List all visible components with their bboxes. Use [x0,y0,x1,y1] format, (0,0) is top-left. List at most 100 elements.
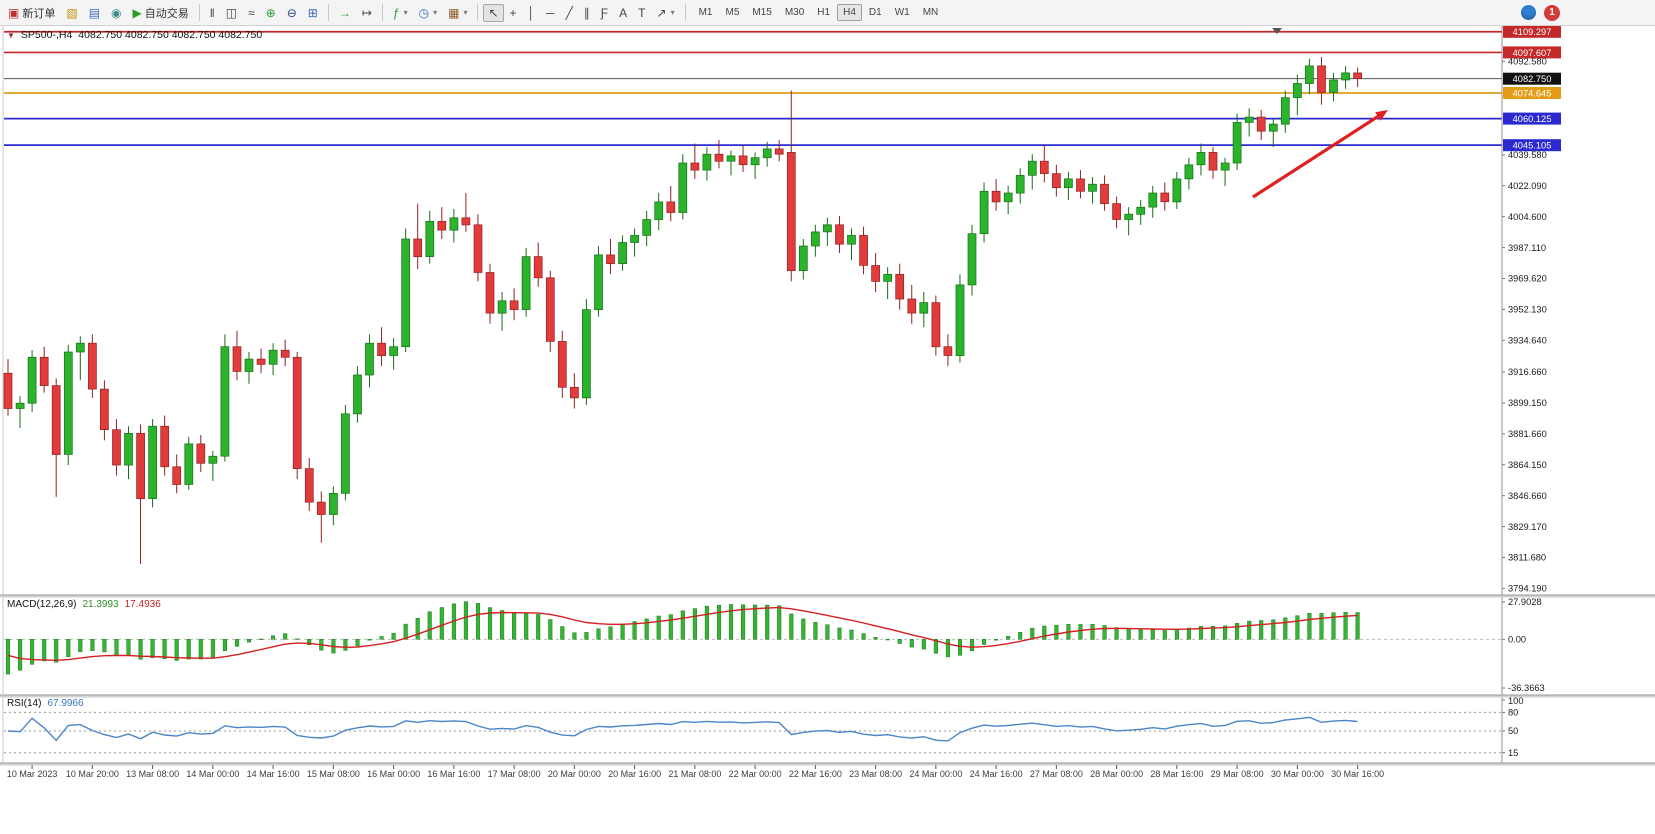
timeframe-button-m1[interactable]: M1 [698,7,713,18]
timeframe-group: M1 M5 M15 M30 H1 H4 D1 W1 MN [693,4,945,21]
svg-text:28 Mar 16:00: 28 Mar 16:00 [1150,769,1203,779]
fibonacci-icon: Ƒ [600,5,609,20]
equidistant-channel-icon: ∥ [583,5,590,20]
toolbar-separator [381,4,383,21]
toolbar-separator [198,4,200,21]
svg-text:0.00: 0.00 [1508,635,1526,645]
crosshair-tool-button[interactable]: + [505,4,522,22]
indicator-list-collapse-icon[interactable]: ▼ [7,30,15,40]
timeframe-button-h4[interactable]: H4 [837,4,862,21]
text-tool-button[interactable]: A [614,4,632,22]
rsi-value: 67.9966 [47,698,84,709]
zoom-out-button[interactable]: ⊖ [282,4,302,22]
timeframe-button-mn[interactable]: MN [922,7,939,18]
bar-chart-button[interactable]: ‖ [205,4,220,22]
svg-text:29 Mar 08:00: 29 Mar 08:00 [1211,769,1264,779]
macd-panel: 27.9028 0.00 -36.3663 [4,597,1545,693]
svg-text:3969.620: 3969.620 [1508,274,1547,284]
svg-text:4060.125: 4060.125 [1513,114,1552,124]
svg-text:4082.750: 4082.750 [1513,74,1552,84]
arrow-objects-button[interactable]: ↗ ▾ [652,4,680,22]
autotrading-button[interactable]: ▶ 自动交易 [128,2,194,24]
vertical-line-tool-button[interactable]: │ [523,4,541,22]
time-axis: 10 Mar 2023 10 Mar 20:00 13 Mar 08:00 14 Ma… [7,765,1384,779]
arrow-objects-icon: ↗ [656,5,667,20]
profile-button[interactable]: ▧ [61,4,82,22]
vertical-line-icon: │ [527,5,536,20]
svg-text:16 Mar 16:00: 16 Mar 16:00 [427,769,480,779]
profile-icon: ▧ [66,5,78,20]
fibonacci-tool-button[interactable]: Ƒ [596,4,613,22]
svg-text:4045.105: 4045.105 [1513,141,1552,151]
trend-arrow-annotation[interactable] [1252,110,1388,199]
timeframe-button-m30[interactable]: M30 [784,7,805,18]
trendline-tool-button[interactable]: ╱ [561,4,578,22]
svg-text:3899.150: 3899.150 [1508,398,1547,408]
svg-text:4022.090: 4022.090 [1508,181,1547,191]
line-chart-button[interactable]: ≈ [243,4,260,22]
tile-windows-button[interactable]: ⊞ [303,4,323,22]
svg-text:3934.640: 3934.640 [1508,335,1547,345]
svg-text:21 Mar 08:00: 21 Mar 08:00 [668,769,721,779]
svg-text:3829.170: 3829.170 [1508,522,1547,532]
periods-clock-icon: ◷ [418,5,430,20]
price-axis: 4092.580 4039.580 4022.090 4004.600 3987.110… [1501,25,1561,763]
new-order-button[interactable]: ▣ 新订单 [3,2,60,24]
macd-name-text: MACD(12,26,9) [7,599,77,610]
price-level-label: 4060.125 [1503,112,1561,125]
toolbar-separator [327,4,329,21]
svg-text:4039.580: 4039.580 [1508,150,1547,160]
chart-shift-button[interactable]: ↦ [357,4,377,22]
svg-text:3811.680: 3811.680 [1508,553,1546,563]
timeframe-button-m5[interactable]: M5 [725,7,740,18]
new-order-icon: ▣ [8,5,20,20]
price-level-label: 4097.607 [1503,46,1561,59]
text-icon: A [619,5,628,20]
candlestick-chart-button[interactable]: ◫ [221,4,242,22]
svg-text:3864.150: 3864.150 [1508,460,1547,470]
periods-button[interactable]: ◷ ▾ [414,4,443,22]
svg-text:24 Mar 16:00: 24 Mar 16:00 [970,769,1023,779]
zoom-in-button[interactable]: ⊕ [261,4,281,22]
timeframe-button-m15[interactable]: M15 [752,7,772,18]
timeframe-button-h1[interactable]: H1 [817,7,831,18]
zoom-out-icon: ⊖ [286,5,297,20]
chevron-down-icon: ▾ [463,8,468,17]
navigator-button[interactable]: ◉ [106,4,126,22]
svg-text:16 Mar 00:00: 16 Mar 00:00 [367,769,420,779]
svg-text:27.9028: 27.9028 [1508,597,1542,607]
svg-text:15: 15 [1508,748,1518,758]
timeframe-button-d1[interactable]: D1 [868,7,882,18]
channel-tool-button[interactable]: ∥ [579,4,595,22]
toolbar-right-group: 1 [1521,4,1560,21]
svg-text:4074.645: 4074.645 [1513,88,1552,98]
auto-scroll-button[interactable]: → [334,4,356,22]
market-watch-button[interactable]: ▤ [84,4,105,22]
rsi-name-text: RSI(14) [7,698,42,709]
svg-text:24 Mar 00:00: 24 Mar 00:00 [909,769,962,779]
timeframe-button-w1[interactable]: W1 [894,7,910,18]
svg-text:3846.660: 3846.660 [1508,491,1547,501]
chevron-down-icon: ▾ [670,8,675,17]
bar-chart-icon: ‖ [209,5,215,20]
svg-text:20 Mar 16:00: 20 Mar 16:00 [608,769,661,779]
svg-text:3952.130: 3952.130 [1508,305,1547,315]
svg-text:14 Mar 00:00: 14 Mar 00:00 [186,769,239,779]
horizontal-line-icon: ─ [546,5,555,20]
new-order-label: 新订单 [22,7,56,20]
notifications-badge[interactable]: 1 [1544,4,1560,21]
indicators-button[interactable]: ƒ ▾ [388,4,413,22]
macd-main-value: 21.3993 [82,599,119,610]
macd-signal-value: 17.4936 [124,599,161,610]
cursor-tool-button[interactable]: ↖ [483,3,504,22]
svg-text:23 Mar 08:00: 23 Mar 08:00 [849,769,902,779]
price-level-lines[interactable] [4,30,1502,147]
chart-shift-marker[interactable] [1272,28,1282,34]
text-label-tool-button[interactable]: T [633,4,650,22]
price-level-label: 4045.105 [1503,139,1561,152]
community-icon[interactable] [1521,5,1536,20]
horizontal-line-tool-button[interactable]: ─ [541,4,560,22]
templates-button[interactable]: ▦ ▾ [443,4,472,22]
